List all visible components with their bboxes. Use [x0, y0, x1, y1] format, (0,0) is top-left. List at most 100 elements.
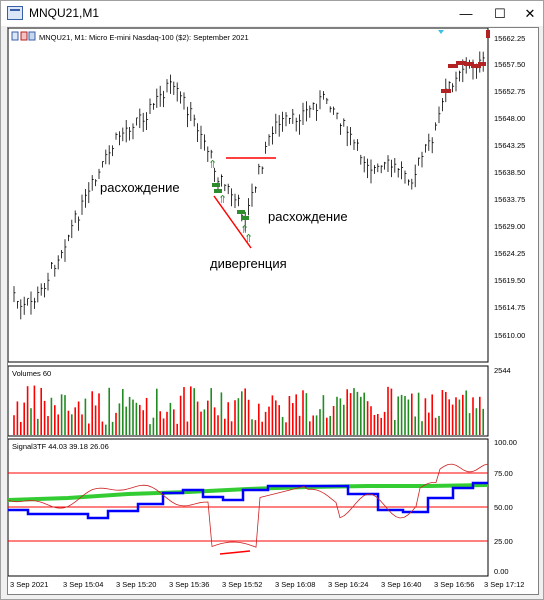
- volume-bar: [135, 402, 138, 435]
- volume-bar: [60, 394, 63, 435]
- buy-marker: [241, 216, 249, 220]
- volume-bar: [336, 396, 338, 435]
- level-label: 75.00: [494, 469, 513, 478]
- volume-bar: [213, 407, 216, 435]
- volume-bar: [40, 387, 42, 435]
- volume-bar: [64, 395, 66, 435]
- volume-bar: [156, 388, 158, 435]
- volume-bar: [54, 405, 56, 435]
- volume-bar: [94, 405, 97, 435]
- volume-bar: [329, 415, 331, 435]
- volume-bar: [101, 421, 104, 435]
- maximize-button[interactable]: ☐: [494, 6, 506, 21]
- volume-bars: [13, 385, 484, 435]
- volume-bar: [37, 418, 39, 435]
- volume-bar: [234, 400, 236, 435]
- volume-bar: [247, 399, 250, 435]
- price-label: 15643.25: [494, 141, 525, 150]
- volume-max-label: 2544: [494, 366, 511, 375]
- volume-bar: [186, 421, 189, 435]
- price-label: 15657.50: [494, 60, 525, 69]
- volume-bar: [264, 411, 267, 435]
- volume-bar: [47, 416, 49, 435]
- volume-bar: [142, 410, 144, 435]
- volume-bar: [98, 393, 100, 435]
- volume-bar: [349, 393, 352, 435]
- time-label: 3 Sep 17:12: [484, 580, 524, 589]
- minimize-button[interactable]: —: [459, 6, 473, 21]
- volume-bar: [434, 417, 437, 435]
- volume-bar: [275, 400, 277, 435]
- volume-bar: [298, 415, 301, 435]
- volume-bar: [91, 391, 93, 435]
- volume-bar: [254, 420, 257, 435]
- volume-bar: [431, 394, 433, 435]
- main-chart-frame: [8, 28, 489, 363]
- volume-bar: [217, 415, 219, 435]
- volume-bar: [224, 418, 226, 435]
- annotation-divergence-3: дивергенция: [210, 256, 287, 271]
- chart-area[interactable]: MNQU21, M1: Micro E-mini Nasdaq-100 ($2)…: [7, 27, 539, 595]
- volume-bar: [332, 406, 335, 435]
- volume-bar: [411, 393, 413, 435]
- volume-bar: [407, 399, 410, 435]
- time-label: 3 Sep 16:08: [275, 580, 315, 589]
- volume-bar: [370, 406, 372, 435]
- volume-bar: [448, 399, 450, 435]
- volume-bar: [356, 391, 359, 435]
- time-label: 3 Sep 15:04: [63, 580, 103, 589]
- volume-bar: [88, 423, 90, 435]
- chart-svg[interactable]: MNQU21, M1: Micro E-mini Nasdaq-100 ($2)…: [8, 28, 538, 594]
- buy-arrow-icon: ⇑: [244, 233, 253, 245]
- time-label: 3 Sep 15:20: [116, 580, 156, 589]
- buy-arrow-icon: ⇑: [218, 194, 227, 206]
- buy-marker: [214, 189, 222, 193]
- volume-bar: [346, 389, 348, 435]
- volume-bar: [400, 394, 403, 435]
- time-label: 3 Sep 16:40: [381, 580, 421, 589]
- volume-bar: [414, 416, 416, 435]
- window-title: MNQU21,M1: [29, 6, 100, 20]
- volume-bar: [173, 409, 175, 435]
- volume-bar: [305, 393, 308, 435]
- volume-bar: [149, 424, 151, 435]
- volume-bar: [71, 414, 73, 435]
- volume-bar: [394, 420, 396, 435]
- price-label: 15629.00: [494, 222, 525, 231]
- volume-bar: [241, 391, 243, 435]
- volume-bar: [404, 395, 406, 435]
- volume-bar: [271, 395, 274, 435]
- volume-bar: [244, 388, 246, 435]
- level-label: 100.00: [494, 438, 517, 447]
- title-bar[interactable]: MNQU21,M1 — ☐ ✕: [1, 1, 543, 26]
- volume-bar: [451, 404, 454, 435]
- volume-bar: [152, 417, 155, 435]
- price-label: 15648.00: [494, 114, 525, 123]
- volume-bar: [424, 398, 427, 435]
- volume-bar: [166, 411, 168, 435]
- time-axis: 3 Sep 2021 3 Sep 15:04 3 Sep 15:20 3 Sep…: [10, 580, 524, 589]
- volume-bar: [281, 416, 284, 435]
- volume-bar: [193, 388, 195, 435]
- volume-bar: [339, 398, 342, 435]
- volume-bar: [295, 394, 297, 435]
- sell-marker: [464, 62, 474, 66]
- volume-bar: [343, 404, 345, 435]
- volume-bar: [57, 414, 59, 435]
- volume-bar: [251, 419, 253, 435]
- close-button[interactable]: ✕: [524, 6, 536, 21]
- volume-bar: [322, 395, 325, 435]
- volume-bar: [145, 397, 148, 435]
- volume-bar: [159, 411, 161, 435]
- volume-bar: [482, 408, 484, 435]
- level-label: 25.00: [494, 537, 513, 546]
- volume-bar: [315, 415, 318, 435]
- price-label: 15610.00: [494, 331, 525, 340]
- sell-signals: [441, 30, 490, 93]
- volume-bar: [230, 421, 233, 435]
- volume-bar: [169, 402, 172, 435]
- price-axis: 15662.25 15657.50 15652.75 15648.00 1564…: [494, 34, 525, 340]
- volume-bar: [125, 406, 127, 435]
- volume-bar: [360, 396, 362, 435]
- chart-type-icon: [11, 31, 19, 41]
